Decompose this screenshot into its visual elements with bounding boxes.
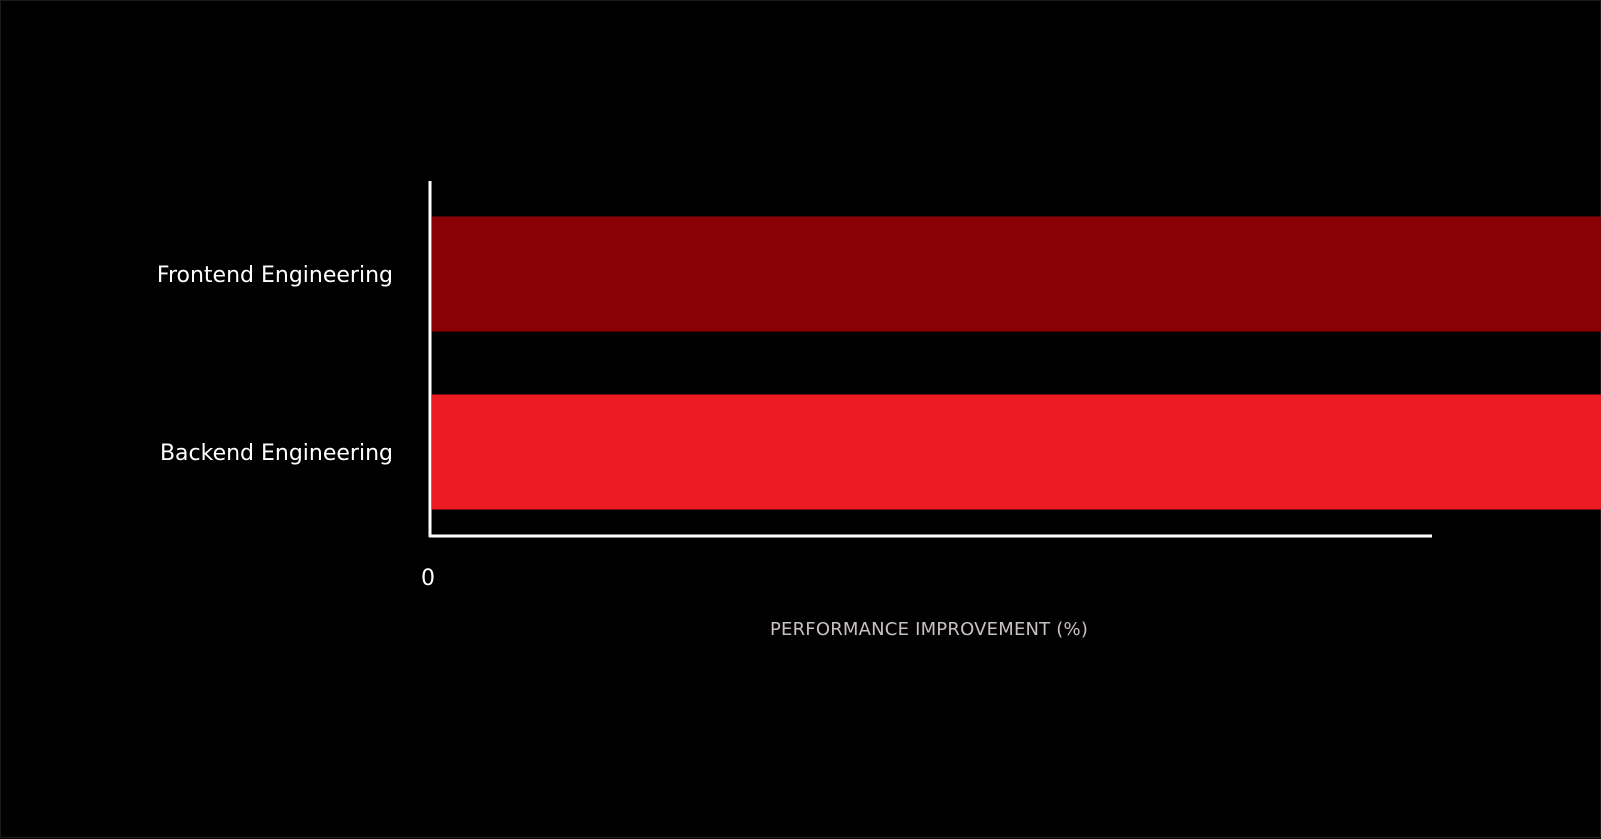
category-label-backend: Backend Engineering bbox=[160, 441, 393, 466]
axes bbox=[428, 181, 1432, 538]
x-axis-title: PERFORMANCE IMPROVEMENT (%) bbox=[770, 619, 1088, 640]
bar-backend bbox=[432, 394, 1601, 510]
x-tick-label-0: 0 bbox=[421, 566, 435, 591]
bar-frontend bbox=[432, 216, 1601, 332]
category-label-frontend: Frontend Engineering bbox=[157, 263, 393, 288]
category-labels: Frontend Engineering Backend Engineering bbox=[157, 263, 393, 466]
bars bbox=[432, 216, 1601, 510]
x-tick-labels: 010203040506070 bbox=[421, 566, 435, 591]
